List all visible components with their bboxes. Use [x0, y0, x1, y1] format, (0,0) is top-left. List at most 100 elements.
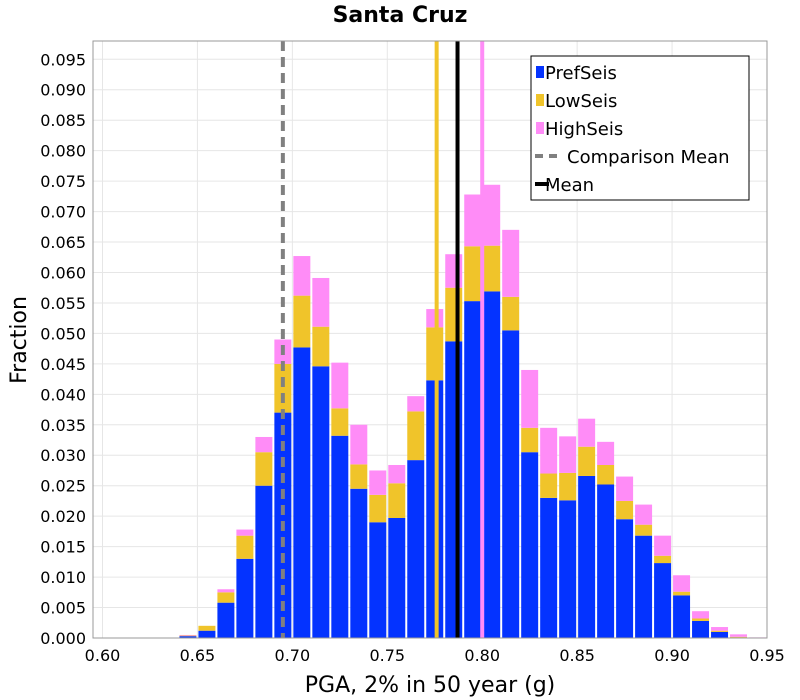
- bar-highseis: [407, 396, 425, 412]
- bar-prefseis: [464, 301, 482, 638]
- bar-prefseis: [255, 485, 273, 638]
- bar-lowseis: [521, 427, 539, 453]
- bar-lowseis: [331, 408, 349, 436]
- y-tick-label: 0.070: [40, 203, 86, 222]
- bar-lowseis: [597, 464, 615, 485]
- y-tick-label: 0.015: [40, 538, 86, 557]
- legend-label: Comparison Mean: [567, 147, 730, 168]
- y-tick-label: 0.000: [40, 629, 86, 648]
- bar-prefseis: [179, 636, 197, 638]
- bar-prefseis: [369, 522, 387, 638]
- y-tick-label: 0.040: [40, 385, 86, 404]
- y-axis-label: Fraction: [7, 296, 32, 384]
- bar-highseis: [559, 436, 577, 473]
- bar-lowseis: [616, 500, 634, 520]
- y-tick-label: 0.020: [40, 507, 86, 526]
- bar-highseis: [179, 634, 197, 636]
- bar-prefseis: [350, 488, 368, 638]
- legend-swatch-prefseis: [536, 66, 544, 78]
- bar-prefseis: [502, 330, 520, 638]
- bar-highseis: [692, 611, 710, 619]
- bar-lowseis: [540, 473, 558, 498]
- bar-highseis: [502, 229, 520, 297]
- x-tick-label: 0.80: [464, 646, 500, 665]
- bar-lowseis: [730, 636, 748, 638]
- bar-prefseis: [540, 497, 558, 638]
- legend-label: LowSeis: [545, 91, 617, 112]
- x-tick-label: 0.90: [654, 646, 690, 665]
- bar-lowseis: [274, 363, 292, 413]
- x-tick-label: 0.65: [180, 646, 216, 665]
- bar-highseis: [730, 634, 748, 637]
- bar-highseis: [331, 362, 349, 409]
- bar-prefseis: [559, 500, 577, 638]
- x-axis-label: PGA, 2% in 50 year (g): [305, 673, 556, 698]
- bar-highseis: [597, 441, 615, 465]
- y-tick-label: 0.055: [40, 294, 86, 313]
- bar-highseis: [350, 424, 368, 465]
- bar-highseis: [369, 470, 387, 495]
- bar-prefseis: [483, 291, 501, 638]
- bars: [179, 184, 766, 638]
- chart-title: Santa Cruz: [333, 3, 468, 28]
- y-tick-label: 0.065: [40, 233, 86, 252]
- bar-highseis: [540, 427, 558, 474]
- bar-highseis: [483, 184, 501, 246]
- bar-highseis: [236, 529, 254, 536]
- bar-lowseis: [483, 245, 501, 292]
- bar-highseis: [445, 254, 463, 288]
- bar-lowseis: [578, 446, 596, 476]
- bar-lowseis: [198, 625, 216, 631]
- bar-lowseis: [255, 452, 273, 486]
- y-tick-label: 0.075: [40, 172, 86, 191]
- y-tick-label: 0.080: [40, 142, 86, 161]
- bar-prefseis: [388, 517, 406, 638]
- bar-highseis: [673, 575, 691, 592]
- bar-prefseis: [521, 452, 539, 638]
- bar-highseis: [711, 627, 729, 631]
- bar-prefseis: [198, 630, 216, 638]
- bar-highseis: [654, 535, 672, 556]
- y-tick-label: 0.005: [40, 599, 86, 618]
- x-axis-ticks: 0.60 0.65 0.70 0.75 0.80 0.85 0.90 0.95: [85, 646, 785, 665]
- bar-prefseis: [692, 620, 710, 638]
- bar-lowseis: [654, 555, 672, 564]
- bar-highseis: [293, 256, 311, 296]
- bar-lowseis: [350, 464, 368, 489]
- bar-prefseis: [236, 558, 254, 638]
- y-tick-label: 0.010: [40, 568, 86, 587]
- y-tick-label: 0.045: [40, 355, 86, 374]
- y-tick-label: 0.060: [40, 263, 86, 282]
- bar-prefseis: [331, 435, 349, 638]
- bar-lowseis: [673, 591, 691, 596]
- bar-lowseis: [293, 295, 311, 348]
- vertical-lines: [280, 41, 485, 638]
- bar-highseis: [578, 418, 596, 447]
- y-tick-label: 0.085: [40, 111, 86, 130]
- bar-lowseis: [236, 535, 254, 559]
- bar-highseis: [616, 476, 634, 501]
- y-tick-label: 0.095: [40, 50, 86, 69]
- bar-prefseis: [673, 595, 691, 638]
- legend-label: Mean: [545, 175, 594, 196]
- x-tick-label: 0.75: [369, 646, 405, 665]
- bar-prefseis: [711, 631, 729, 638]
- y-axis-ticks: 0.000 0.005 0.010 0.015 0.020 0.025 0.030 0.035…: [40, 50, 86, 648]
- bar-lowseis: [217, 592, 235, 603]
- bar-prefseis: [578, 475, 596, 638]
- bar-prefseis: [407, 460, 425, 638]
- bar-lowseis: [369, 494, 387, 523]
- bar-prefseis: [616, 519, 634, 638]
- legend-swatch-lowseis: [536, 94, 544, 106]
- y-tick-label: 0.035: [40, 416, 86, 435]
- bar-lowseis: [179, 635, 197, 637]
- plot-frame: [92, 40, 768, 639]
- bar-lowseis: [464, 246, 482, 302]
- y-tick-label: 0.050: [40, 324, 86, 343]
- y-tick-label: 0.025: [40, 477, 86, 496]
- bar-lowseis: [388, 483, 406, 518]
- bar-highseis: [521, 369, 539, 428]
- bar-prefseis: [293, 347, 311, 638]
- x-tick-label: 0.95: [749, 646, 785, 665]
- bar-lowseis: [407, 411, 425, 461]
